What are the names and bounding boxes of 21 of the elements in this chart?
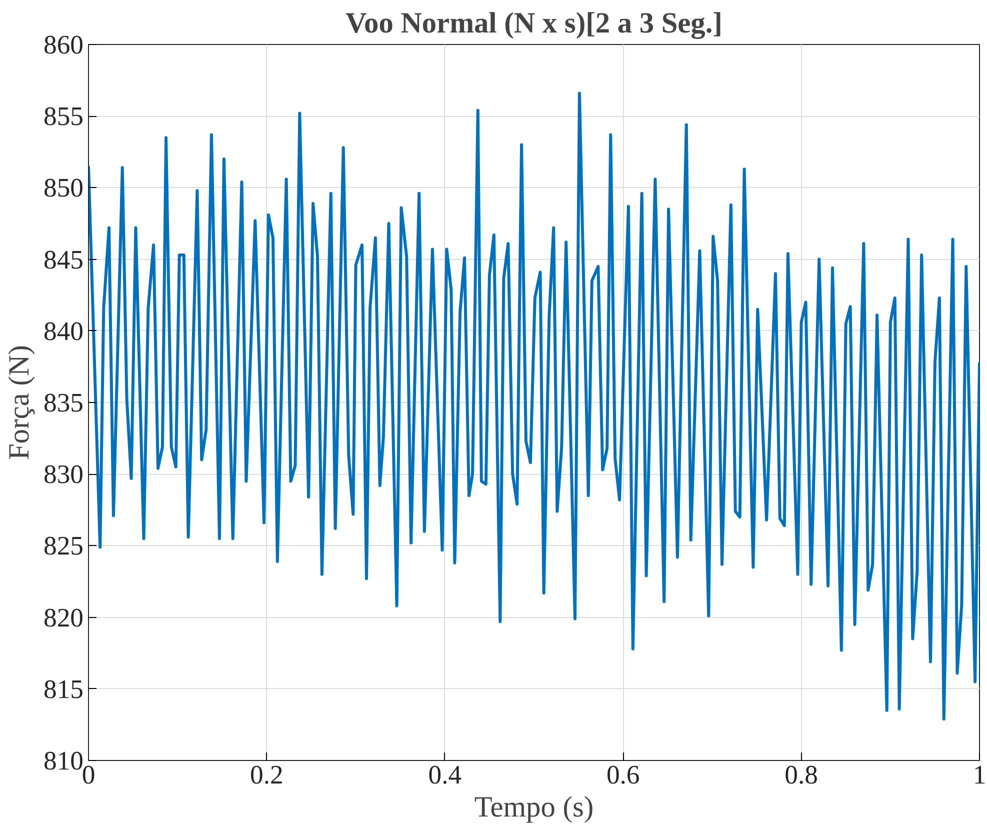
x-tick-label: 0.4	[428, 760, 462, 790]
x-tick-label: 0.8	[784, 760, 818, 790]
x-tick-label: 0.6	[606, 760, 640, 790]
x-tick-label: 0	[82, 760, 96, 790]
y-tick-label: 825	[44, 530, 84, 561]
x-tick-label: 1	[972, 760, 986, 790]
y-tick-label: 855	[44, 101, 84, 132]
y-axis-title: Força (N)	[4, 345, 36, 460]
y-tick-label: 820	[44, 602, 84, 632]
y-tick-label: 815	[44, 674, 84, 704]
y-tick-label: 810	[44, 746, 84, 776]
y-tick-label: 850	[44, 172, 84, 203]
x-tick-label: 0.2	[250, 760, 284, 790]
y-tick-label: 860	[44, 30, 84, 60]
chart-title: Voo Normal (N x s)[2 a 3 Seg.]	[346, 8, 722, 40]
y-tick-label: 835	[44, 388, 84, 418]
y-tick-label: 840	[44, 316, 84, 346]
line-series	[88, 92, 980, 720]
y-tick-label: 830	[44, 459, 84, 490]
x-axis-title: Tempo (s)	[474, 792, 594, 824]
y-tick-label: 845	[44, 244, 84, 274]
